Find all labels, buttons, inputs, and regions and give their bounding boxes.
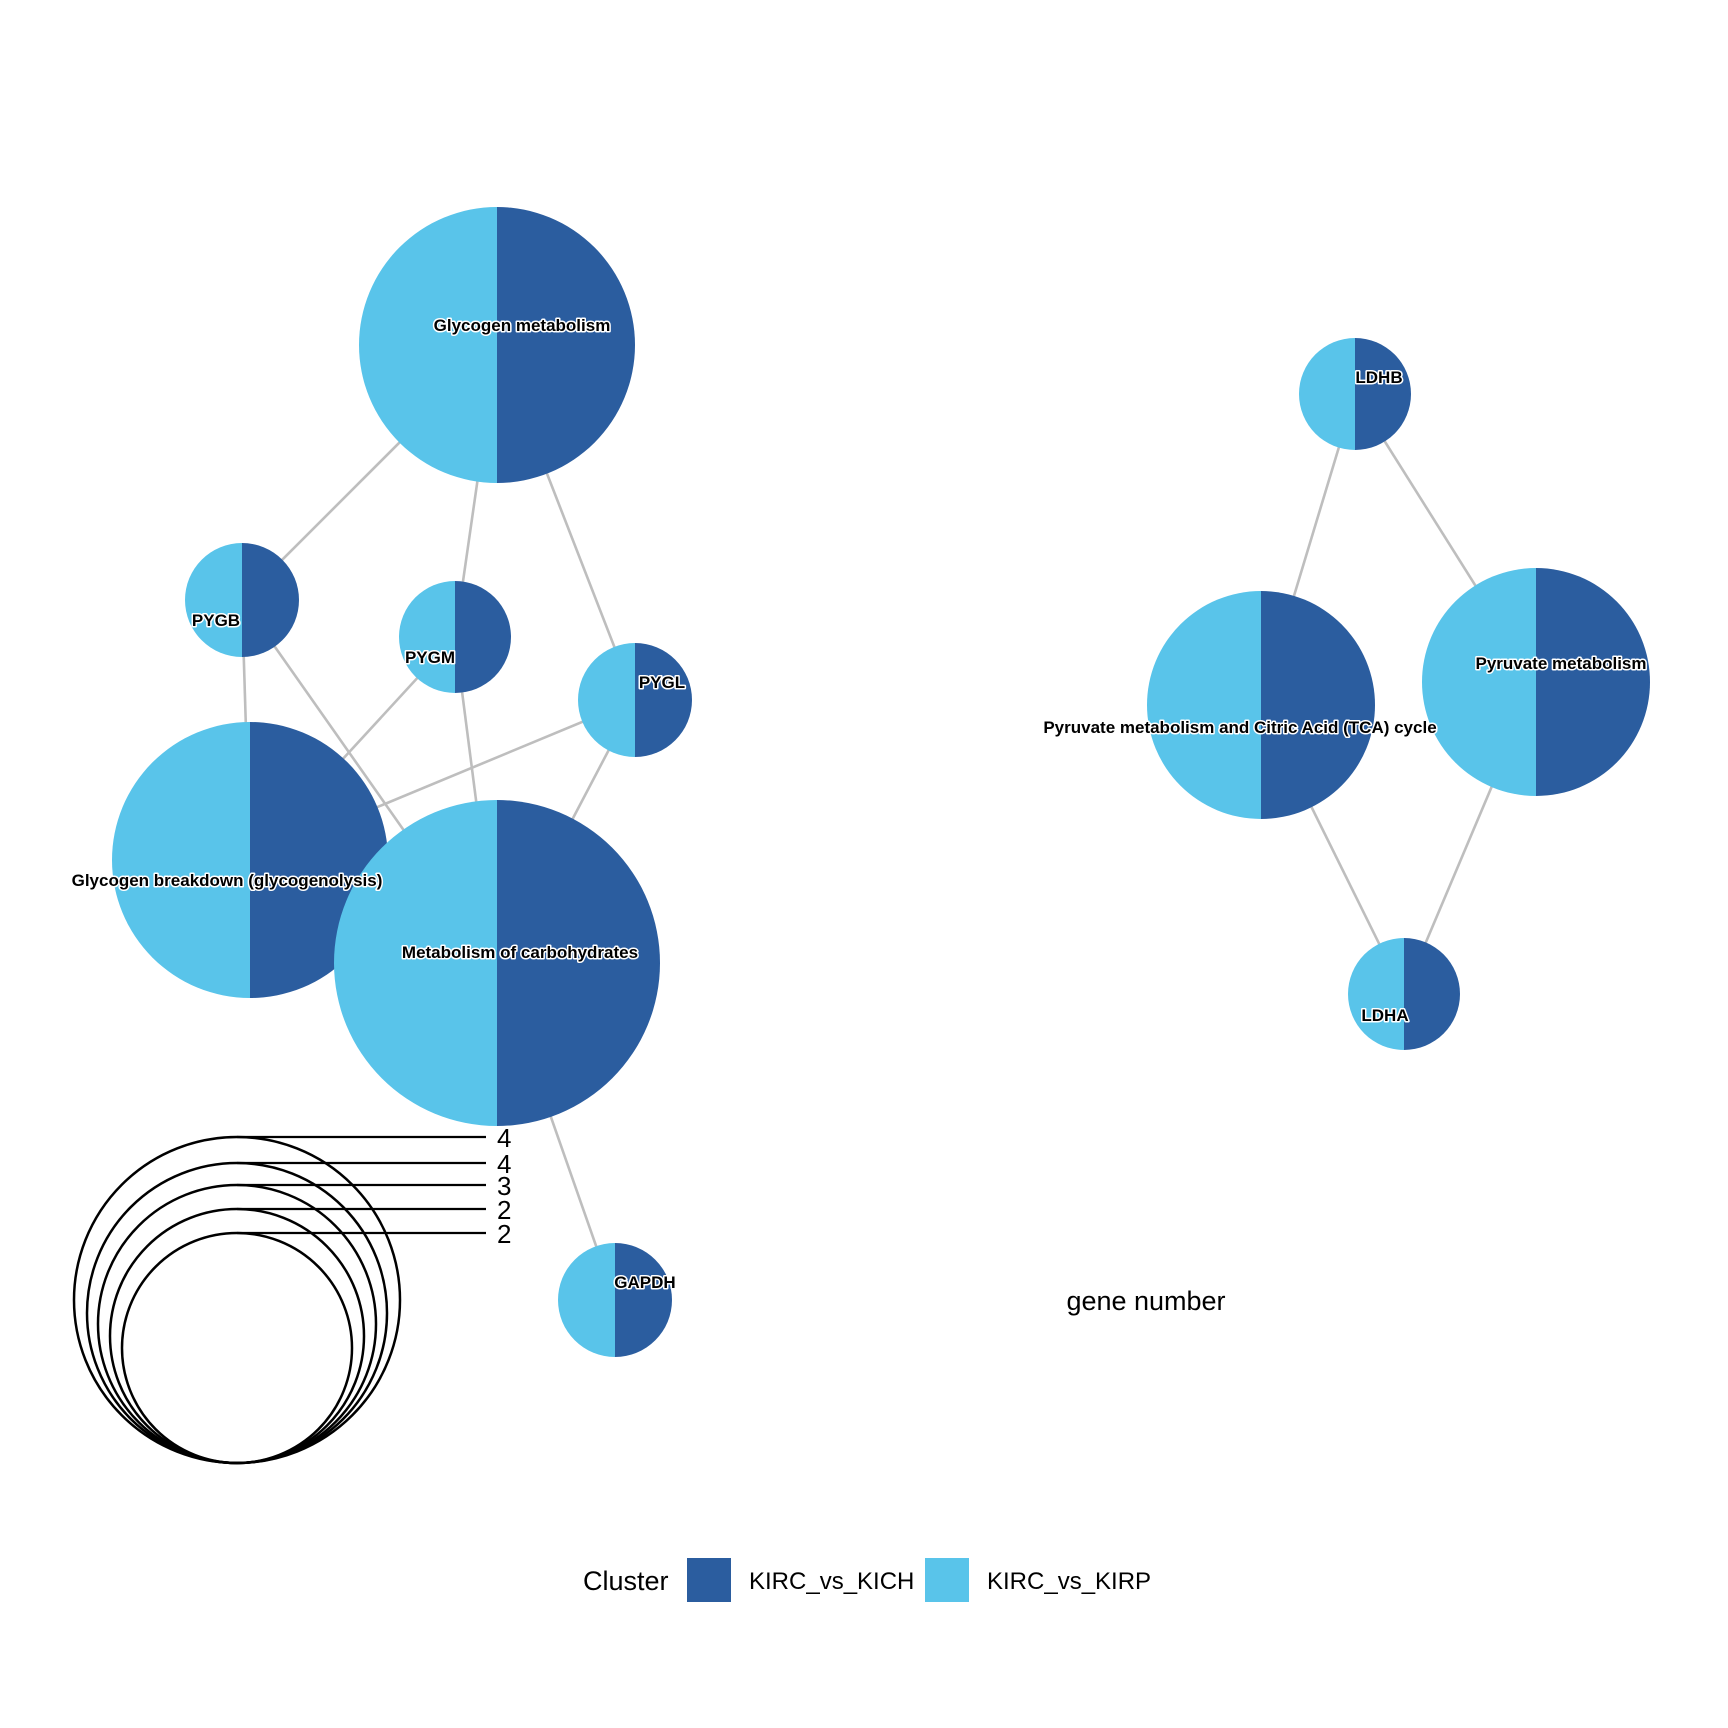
node-pygm-left-half bbox=[399, 581, 455, 693]
node-pyruvate_metabolism-right-half bbox=[1536, 568, 1650, 796]
size-legend-circle-3 bbox=[108, 1207, 366, 1465]
node-ldhb-right-half bbox=[1355, 338, 1411, 450]
node-pygl bbox=[578, 643, 692, 757]
size-legend-value-0: 4 bbox=[497, 1123, 511, 1153]
cluster-legend: Cluster KIRC_vs_KICH KIRC_vs_KIRP bbox=[583, 1558, 1151, 1602]
node-tca_cycle-left-half bbox=[1147, 591, 1261, 819]
size-legend-value-1: 4 bbox=[497, 1149, 511, 1179]
node-pygb-left-half bbox=[185, 543, 242, 657]
node-label-glycogen_breakdown: Glycogen breakdown (glycogenolysis) bbox=[72, 871, 383, 890]
node-label-glycogen_metabolism: Glycogen metabolism bbox=[434, 316, 611, 335]
nodes-layer bbox=[112, 207, 1650, 1357]
node-pygb-right-half bbox=[242, 543, 299, 657]
size-legend-value-4: 2 bbox=[497, 1219, 511, 1249]
node-label-gapdh: GAPDH bbox=[614, 1273, 675, 1292]
node-glycogen_breakdown-left-half bbox=[112, 722, 250, 998]
cluster-swatch-kirc-vs-kich bbox=[687, 1558, 731, 1602]
node-label-pygb: PYGB bbox=[192, 611, 240, 630]
node-metabolism_of_carbohydrates-left-half bbox=[334, 800, 497, 1126]
node-pygl-right-half bbox=[635, 643, 692, 757]
node-label-ldha: LDHA bbox=[1361, 1006, 1408, 1025]
cluster-label-kirc-vs-kirp: KIRC_vs_KIRP bbox=[987, 1568, 1151, 1595]
size-legend-circle-4 bbox=[120, 1231, 354, 1465]
size-legend-value-3: 2 bbox=[497, 1195, 511, 1225]
node-labels-layer: Glycogen metabolism PYGB PYGM PYGL Glycogen … bbox=[70, 315, 1648, 1294]
node-tca_cycle-right-half bbox=[1261, 591, 1375, 819]
node-glycogen_metabolism-left-half bbox=[359, 207, 497, 483]
node-ldhb-left-half bbox=[1299, 338, 1355, 450]
node-label-pygl: PYGL bbox=[639, 673, 685, 692]
node-gapdh bbox=[558, 1243, 672, 1357]
node-pygm-right-half bbox=[455, 581, 511, 693]
cluster-legend-title: Cluster bbox=[583, 1566, 669, 1596]
node-gapdh-right-half bbox=[615, 1243, 672, 1357]
node-ldha-left-half bbox=[1348, 938, 1404, 1050]
node-metabolism_of_carbohydrates-right-half bbox=[497, 800, 660, 1126]
node-pygm bbox=[399, 581, 511, 693]
node-tca_cycle bbox=[1147, 591, 1375, 819]
node-pyruvate_metabolism-left-half bbox=[1422, 568, 1536, 796]
node-metabolism_of_carbohydrates bbox=[334, 800, 660, 1126]
node-gapdh-left-half bbox=[558, 1243, 615, 1357]
node-pyruvate_metabolism bbox=[1422, 568, 1650, 796]
size-legend-circle-2 bbox=[96, 1183, 378, 1465]
node-label-pygm: PYGM bbox=[405, 648, 455, 667]
node-glycogen_metabolism bbox=[359, 207, 635, 483]
node-label-metabolism_of_carbohydrates: Metabolism of carbohydrates bbox=[402, 943, 638, 962]
node-ldhb bbox=[1299, 338, 1411, 450]
cluster-swatch-kirc-vs-kirp bbox=[925, 1558, 969, 1602]
node-ldha-right-half bbox=[1404, 938, 1460, 1050]
node-pygb bbox=[185, 543, 299, 657]
size-legend-value-2: 3 bbox=[497, 1171, 511, 1201]
node-pygl-left-half bbox=[578, 643, 635, 757]
node-label-ldhb: LDHB bbox=[1355, 368, 1402, 387]
size-legend-title: gene number bbox=[1066, 1286, 1225, 1316]
node-ldha bbox=[1348, 938, 1460, 1050]
node-label-tca_cycle: Pyruvate metabolism and Citric Acid (TCA… bbox=[1043, 718, 1436, 737]
node-glycogen_metabolism-right-half bbox=[497, 207, 635, 483]
cluster-label-kirc-vs-kich: KIRC_vs_KICH bbox=[749, 1568, 914, 1595]
node-label-pyruvate_metabolism: Pyruvate metabolism bbox=[1475, 654, 1646, 673]
